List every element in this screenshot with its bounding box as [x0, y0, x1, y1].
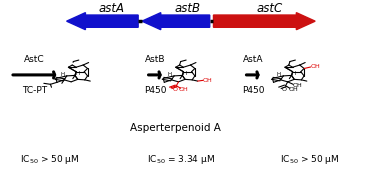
Text: IC$_{50}$ > 50 μM: IC$_{50}$ > 50 μM — [20, 153, 79, 166]
Text: TC-PT: TC-PT — [22, 86, 47, 95]
FancyArrow shape — [214, 13, 315, 30]
Text: OH: OH — [179, 87, 189, 92]
Text: H: H — [60, 72, 65, 77]
Text: H: H — [75, 71, 79, 76]
FancyArrow shape — [67, 13, 138, 30]
Text: IC$_{50}$ = 3.34 μM: IC$_{50}$ = 3.34 μM — [147, 153, 215, 166]
Text: OH: OH — [288, 87, 298, 92]
Text: H: H — [277, 72, 281, 77]
Text: Asperterpenoid A: Asperterpenoid A — [130, 123, 221, 133]
Text: OH: OH — [203, 78, 212, 83]
Text: AstA: AstA — [243, 55, 263, 64]
Text: H: H — [168, 72, 172, 77]
Text: OH: OH — [293, 83, 302, 88]
Text: astB: astB — [174, 2, 200, 15]
Text: P450: P450 — [144, 86, 166, 95]
Text: AstC: AstC — [24, 55, 45, 64]
FancyArrow shape — [142, 13, 210, 30]
Text: OH: OH — [310, 64, 320, 69]
Text: AstB: AstB — [145, 55, 165, 64]
Text: H: H — [183, 71, 187, 76]
Text: H: H — [292, 71, 296, 76]
Text: O: O — [282, 87, 287, 92]
Text: IC$_{50}$ > 50 μM: IC$_{50}$ > 50 μM — [280, 153, 339, 166]
Text: astA: astA — [99, 2, 125, 15]
Text: O: O — [173, 87, 178, 92]
Text: P450: P450 — [242, 86, 264, 95]
Text: astC: astC — [257, 2, 283, 15]
